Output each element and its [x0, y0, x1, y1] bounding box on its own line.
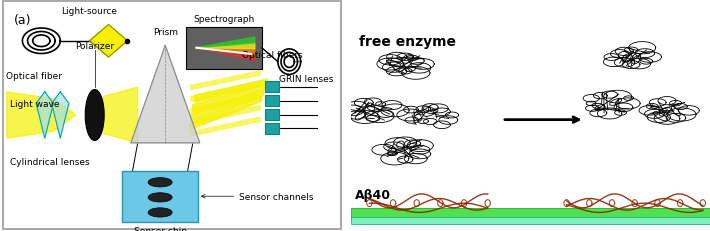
- Bar: [265, 82, 279, 92]
- Bar: [351, 208, 710, 219]
- Bar: [186, 28, 262, 69]
- Ellipse shape: [148, 208, 172, 217]
- Polygon shape: [36, 92, 53, 139]
- Bar: [122, 171, 198, 222]
- Text: Optical fiber: Optical fiber: [6, 72, 62, 81]
- Text: Light wave: Light wave: [11, 100, 60, 108]
- Bar: [265, 96, 279, 106]
- Text: Sensor channels: Sensor channels: [202, 192, 314, 201]
- Text: Spectrograph: Spectrograph: [193, 15, 254, 24]
- Polygon shape: [131, 46, 200, 143]
- Text: Polarizer: Polarizer: [75, 42, 114, 51]
- Bar: [265, 110, 279, 120]
- FancyBboxPatch shape: [4, 2, 341, 229]
- Text: GRIN lenses: GRIN lenses: [279, 74, 333, 83]
- Text: Sensor chip: Sensor chip: [133, 226, 187, 231]
- Polygon shape: [193, 85, 265, 112]
- Ellipse shape: [148, 178, 172, 187]
- Polygon shape: [195, 80, 267, 103]
- Text: (a): (a): [13, 14, 31, 27]
- Text: free enzyme: free enzyme: [359, 35, 456, 49]
- Text: Optical fibers: Optical fibers: [242, 51, 303, 60]
- Polygon shape: [191, 91, 263, 121]
- Text: Prism: Prism: [153, 28, 178, 37]
- Polygon shape: [104, 88, 138, 143]
- Polygon shape: [190, 97, 262, 131]
- Bar: [265, 124, 279, 134]
- Text: Light-source: Light-source: [62, 7, 118, 16]
- Polygon shape: [196, 49, 255, 55]
- Polygon shape: [52, 92, 69, 139]
- Polygon shape: [196, 44, 255, 49]
- Polygon shape: [89, 25, 127, 58]
- Text: Cylindrical lenses: Cylindrical lenses: [11, 157, 90, 166]
- Ellipse shape: [148, 193, 172, 202]
- Bar: [351, 217, 710, 224]
- Polygon shape: [7, 92, 76, 139]
- Ellipse shape: [85, 90, 104, 141]
- Text: Aβ40: Aβ40: [355, 188, 391, 201]
- Polygon shape: [196, 38, 255, 49]
- Polygon shape: [196, 49, 255, 61]
